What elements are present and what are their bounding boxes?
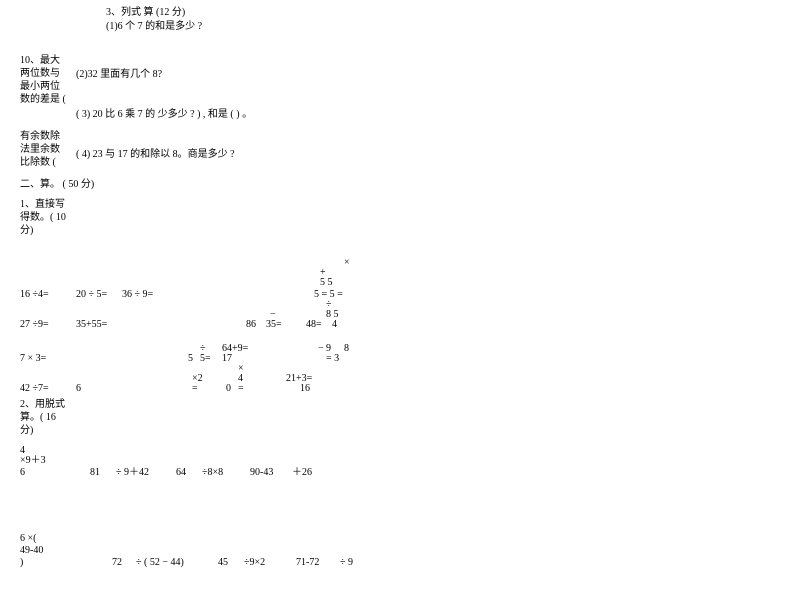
eq1-8x8: ÷8×8	[202, 466, 223, 480]
problem2-title: 2、用脱式 算。( 16 分)	[20, 398, 68, 437]
section3-q2: (2)32 里面有几个 8?	[76, 68, 162, 82]
section3-q3: ( 3) 20 比 6 乘 7 的 少多少 ? ) , 和是 ( ) 。	[76, 108, 252, 122]
eq1-64: 64	[176, 466, 186, 480]
r1-c2: 20 ÷ 5=	[76, 288, 107, 302]
r1-x: ×	[344, 256, 350, 270]
r4-16: 16	[300, 382, 310, 396]
r4-0: 0	[226, 382, 231, 396]
r3-c1: 7 × 3=	[20, 352, 46, 366]
r2-35: 35=	[266, 318, 282, 332]
sidebar-remainder: 有余数除法里余数比除数 (	[20, 130, 68, 169]
section3-q1: (1)6 个 7 的和是多少 ?	[106, 20, 202, 34]
r2-48: 48=	[306, 318, 322, 332]
problem1-title: 1、直接写得数。( 10 分)	[20, 198, 68, 237]
r2-c2: 35+55=	[76, 318, 107, 332]
section2-title: 二、算。 ( 50 分)	[20, 178, 94, 192]
r4-c1: 42 ÷7=	[20, 382, 49, 396]
r3-8: 8	[344, 342, 349, 356]
r3-5eq: 5=	[200, 352, 211, 366]
r4-eq: =	[192, 382, 198, 396]
eq2-52-44: ÷ ( 52 − 44)	[136, 556, 184, 570]
section3-q4: ( 4) 23 与 17 的和除以 8。商是多少 ?	[76, 148, 235, 162]
r1-c3: 36 ÷ 9=	[122, 288, 153, 302]
r3-minus: −	[318, 342, 324, 356]
eq2-71-72: 71-72	[296, 556, 319, 570]
eq1-26: ＋26	[292, 466, 312, 480]
eq1-90-43: 90-43	[250, 466, 273, 480]
eq1-81: 81	[90, 466, 100, 480]
eq2-45: 45	[218, 556, 228, 570]
eq2-d9: ÷ 9	[340, 556, 353, 570]
eq2-paren: )	[20, 556, 23, 570]
section3-title: 3、列式 算 (12 分)	[106, 6, 185, 20]
r3-5: 5	[188, 352, 193, 366]
eq2-49-40: 49-40	[20, 544, 43, 558]
r2-4: 4	[332, 318, 337, 332]
eq2-72: 72	[112, 556, 122, 570]
r4-eq2: =	[238, 382, 244, 396]
eq1-9-42: ÷ 9＋42	[116, 466, 149, 480]
r2-86: 86	[246, 318, 256, 332]
r3-eq3: = 3	[326, 352, 339, 366]
eq1-6: 6	[20, 466, 25, 480]
sidebar-q10: 10、最大两位数与最小两位数的差是 (	[20, 54, 68, 106]
r2-c1: 27 ÷9=	[20, 318, 49, 332]
eq2-9x2: ÷9×2	[244, 556, 265, 570]
r3-17: 17	[222, 352, 232, 366]
r1-c1: 16 ÷4=	[20, 288, 49, 302]
r4-6: 6	[76, 382, 81, 396]
